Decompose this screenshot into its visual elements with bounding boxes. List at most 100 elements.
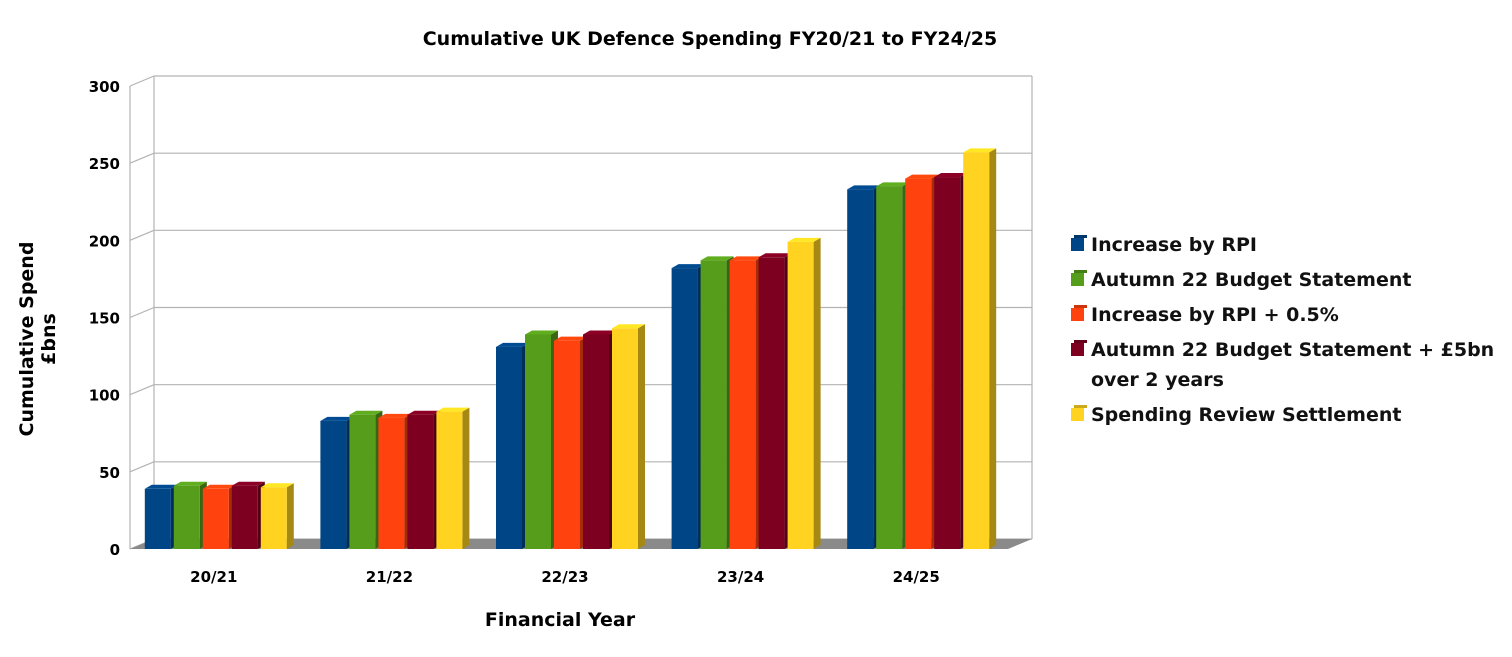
bar-5-24-25 [963, 148, 997, 549]
bar-front [671, 268, 698, 549]
x-tick-label: 23/24 [717, 568, 764, 586]
bar-side [286, 483, 294, 549]
bar-top [934, 173, 968, 178]
bar-front [758, 257, 785, 549]
legend-entry-rpi-plus: Increase by RPI + 0.5% [1069, 300, 1509, 330]
bar-3-23-24 [729, 256, 763, 549]
y-tick-label: 300 [89, 78, 120, 96]
bar-top [583, 330, 616, 335]
legend-swatch-rpi [1071, 238, 1084, 251]
bar-side [989, 148, 997, 549]
bar-1-24-25 [847, 185, 881, 550]
bar-top [963, 148, 997, 153]
bar-front [525, 334, 551, 549]
x-tick-label: 21/22 [366, 568, 413, 586]
bar-front [407, 414, 434, 549]
bar-top [144, 484, 178, 489]
bar-top [612, 324, 645, 329]
bar-front [173, 485, 200, 549]
bar-top [554, 336, 587, 341]
bar-5-21-22 [436, 407, 470, 549]
bar-top [349, 410, 383, 415]
bar-3-21-22 [378, 413, 412, 549]
bar-side [462, 407, 470, 549]
bar-3-24-25 [905, 174, 939, 549]
bar-front [349, 414, 376, 549]
bar-front [583, 334, 609, 549]
bar-front [787, 241, 814, 550]
bar-4-24-25 [934, 173, 968, 549]
bar-front [612, 328, 638, 549]
x-tick-label: 24/25 [893, 568, 940, 586]
bar-top [787, 237, 821, 242]
bar-front [847, 189, 874, 550]
legend-label-autumn22-plus: Autumn 22 Budget Statement + £5bn over 2… [1091, 339, 1495, 391]
x-tick-label: 20/21 [190, 568, 237, 586]
y-tick-label: 0 [110, 541, 120, 559]
bar-front [554, 340, 580, 549]
chart-title: Cumulative UK Defence Spending FY20/21 t… [422, 28, 998, 50]
bar-1-22-23 [496, 342, 529, 549]
bar-front [496, 346, 522, 549]
bar-2-20-21 [173, 481, 207, 549]
bar-1-20-21 [144, 484, 178, 549]
gridline-side [129, 461, 155, 473]
bar-4-20-21 [231, 481, 265, 549]
bar-front [963, 152, 990, 549]
legend-entry-autumn22-plus: Autumn 22 Budget Statement + £5bn over 2… [1069, 335, 1509, 395]
legend-swatch-autumn22 [1071, 273, 1084, 286]
bar-front [144, 488, 171, 549]
bar-top [525, 330, 558, 335]
y-tick-label: 100 [89, 387, 120, 405]
legend-swatch-spending-review [1071, 408, 1084, 421]
y-tick-label: 50 [99, 464, 120, 482]
bar-top [378, 413, 412, 418]
bar-top [905, 174, 939, 179]
bar-top [847, 185, 881, 190]
bar-2-22-23 [525, 330, 558, 549]
bar-front [876, 186, 903, 550]
bar-5-23-24 [787, 237, 821, 550]
bar-front [729, 260, 756, 549]
bar-top [876, 182, 910, 187]
y-tick-label: 250 [89, 155, 120, 173]
bar-4-22-23 [583, 330, 616, 549]
bar-2-21-22 [349, 410, 383, 549]
bar-front [700, 260, 727, 549]
bar-top [173, 481, 207, 486]
bar-1-21-22 [320, 416, 354, 549]
bar-top [231, 481, 265, 486]
bar-top [496, 342, 529, 347]
y-tick-label: 200 [89, 232, 120, 250]
bar-side [813, 237, 821, 550]
bar-front [934, 177, 961, 549]
legend-label-spending-review: Spending Review Settlement [1091, 404, 1402, 426]
gridline-side [129, 152, 155, 164]
bar-2-23-24 [700, 256, 734, 549]
x-tick-label: 22/23 [541, 568, 588, 586]
gridline-side [129, 229, 155, 241]
bar-top [260, 483, 294, 488]
bar-top [729, 256, 763, 261]
bar-front [202, 488, 229, 549]
legend-entry-spending-review: Spending Review Settlement [1069, 400, 1509, 430]
x-axis-label: Financial Year [484, 609, 636, 631]
legend-entry-rpi: Increase by RPI [1069, 230, 1509, 260]
gridline-side [129, 384, 155, 396]
bar-1-23-24 [671, 264, 705, 549]
legend-label-autumn22: Autumn 22 Budget Statement [1091, 269, 1412, 291]
bar-side [638, 324, 645, 549]
gridline-side [129, 306, 155, 319]
bar-top [700, 256, 734, 261]
bar-top [758, 253, 792, 258]
bar-4-23-24 [758, 253, 792, 549]
legend-label-rpi: Increase by RPI [1091, 234, 1257, 256]
bar-front [260, 487, 287, 549]
bar-front [436, 411, 463, 549]
bar-front [378, 417, 405, 549]
legend: Increase by RPI Autumn 22 Budget Stateme… [1069, 230, 1509, 435]
bar-front [320, 420, 347, 549]
bar-front [231, 485, 258, 549]
